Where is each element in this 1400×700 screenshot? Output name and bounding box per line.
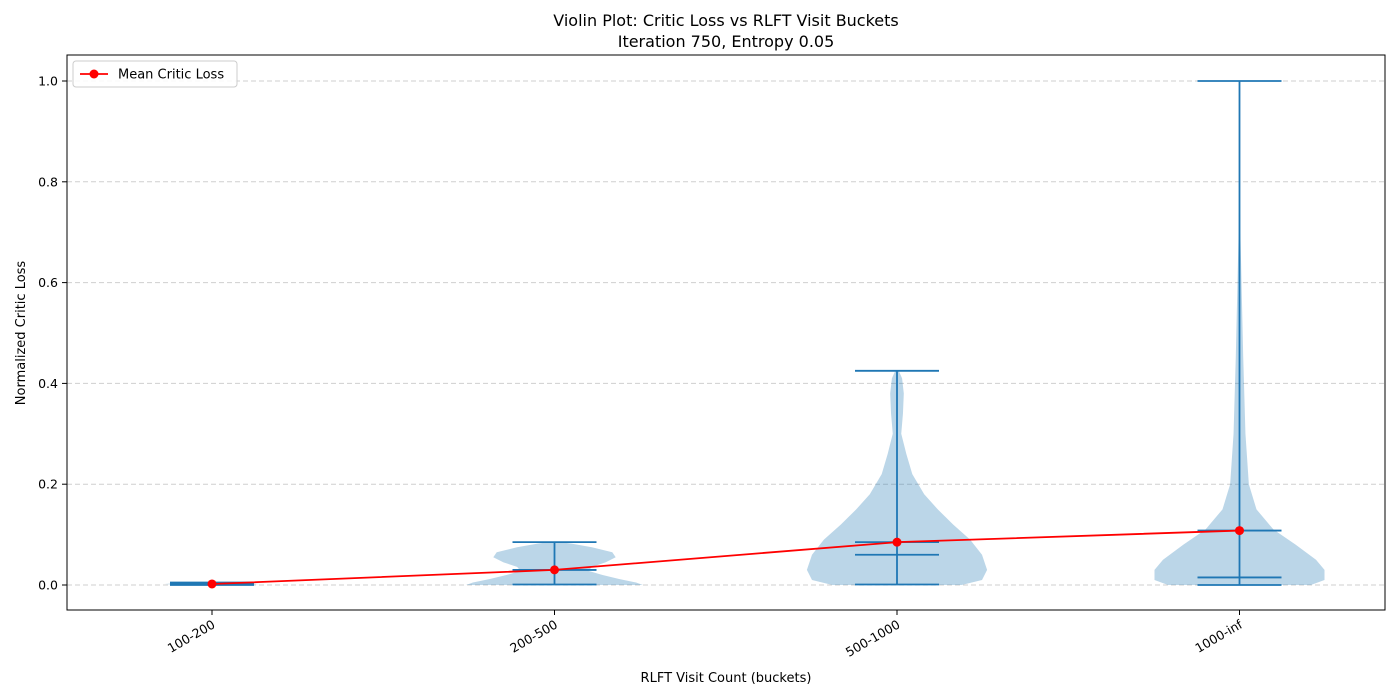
x-tick-label: 500-1000 <box>843 617 903 660</box>
x-axis-ticks: 100-200 200-500 500-1000 1000-inf <box>165 610 1246 660</box>
x-axis-label: RLFT Visit Count (buckets) <box>641 671 812 686</box>
violins <box>164 80 1325 586</box>
x-tick-label: 1000-inf <box>1192 616 1245 655</box>
legend-label: Mean Critic Loss <box>118 68 224 83</box>
chart-title: Violin Plot: Critic Loss vs RLFT Visit B… <box>553 11 899 30</box>
y-gridlines <box>67 80 1385 586</box>
chart-subtitle: Iteration 750, Entropy 0.05 <box>618 32 835 51</box>
y-tick-label: 0.8 <box>38 174 58 189</box>
mean-critic-loss-point <box>550 565 559 575</box>
mean-critic-loss-point <box>892 537 902 547</box>
mean-critic-loss-point <box>1235 526 1244 536</box>
y-axis-label: Normalized Critic Loss <box>14 261 29 406</box>
y-axis-ticks: 0.0 0.2 0.4 0.6 0.8 1.0 <box>38 74 67 593</box>
legend-box <box>72 60 238 88</box>
legend-marker-swatch <box>89 69 99 79</box>
mean-critic-loss-point <box>207 579 217 589</box>
y-tick-label: 1.0 <box>38 74 58 89</box>
plot-frame <box>66 54 1386 611</box>
x-tick-label: 100-200 <box>165 617 218 656</box>
y-tick-label: 0.2 <box>38 477 58 492</box>
y-tick-label: 0.0 <box>38 578 58 593</box>
mean-critic-loss-line <box>211 529 1240 585</box>
y-tick-label: 0.6 <box>38 275 58 290</box>
mean-series <box>207 526 1244 589</box>
legend: Mean Critic Loss <box>72 60 238 88</box>
x-tick-label: 200-500 <box>507 617 560 656</box>
y-tick-label: 0.4 <box>38 376 58 391</box>
